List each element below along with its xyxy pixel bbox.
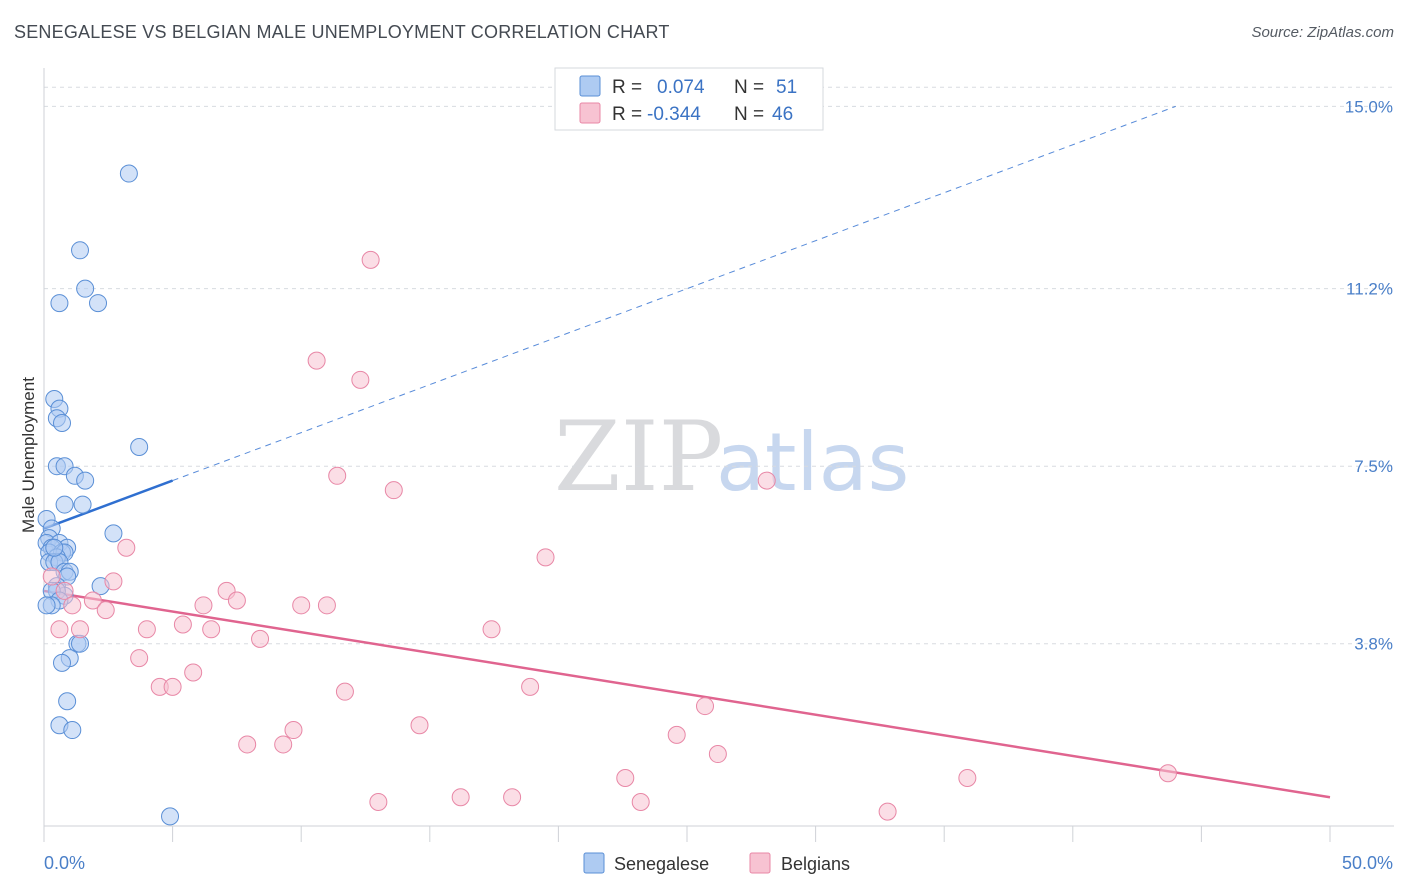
- point-belgians-9: [104, 572, 123, 591]
- point-senegalese-48: [63, 721, 82, 740]
- point-belgians-1: [307, 351, 326, 370]
- point-belgians-7: [536, 548, 555, 567]
- series-legend: Senegalese Belgians: [583, 852, 850, 874]
- point-belgians-2: [351, 370, 370, 389]
- point-belgians-10: [55, 581, 74, 600]
- point-belgians-5: [757, 471, 776, 490]
- chart-title: SENEGALESE VS BELGIAN MALE UNEMPLOYMENT …: [14, 22, 670, 42]
- point-belgians-0: [361, 250, 380, 269]
- x-tick-label-max: 50.0%: [1342, 853, 1393, 873]
- grid-lines: [44, 86, 1394, 645]
- y-tick-labels: 3.8% 7.5% 11.2% 15.0%: [1345, 97, 1393, 653]
- point-belgians-12: [83, 591, 102, 610]
- point-belgians-34: [284, 721, 303, 740]
- point-senegalese-1: [71, 241, 90, 260]
- point-belgians-30: [335, 682, 354, 701]
- point-belgians-46: [878, 802, 897, 821]
- point-senegalese-50: [161, 807, 180, 826]
- point-senegalese-9: [130, 438, 149, 456]
- point-senegalese-45: [53, 653, 72, 672]
- point-belgians-31: [521, 677, 540, 696]
- y-axis-label: Male Unemployment: [19, 377, 38, 533]
- legend-r-value-1: 0.074: [657, 77, 705, 98]
- legend-r-label-2: R =: [612, 104, 642, 125]
- y-tick-label-0: 3.8%: [1354, 635, 1393, 654]
- legend-n-label-2: N =: [734, 104, 764, 125]
- trend-senegalese-extrapolated: [172, 105, 1176, 482]
- point-belgians-41: [616, 769, 635, 788]
- point-senegalese-13: [76, 471, 95, 490]
- legend-n-label-1: N =: [734, 77, 764, 98]
- trend-senegalese: [43, 479, 174, 530]
- point-senegalese-14: [55, 495, 74, 514]
- point-belgians-3: [328, 466, 347, 485]
- point-senegalese-3: [76, 279, 95, 298]
- point-belgians-22: [50, 620, 69, 639]
- point-belgians-29: [163, 677, 182, 696]
- point-senegalese-15: [73, 495, 92, 514]
- point-belgians-17: [63, 596, 82, 615]
- point-belgians-36: [238, 735, 257, 754]
- legend-n-value-1: 51: [776, 77, 797, 98]
- trend-belgians: [43, 589, 1331, 799]
- y-tick-label-3: 15.0%: [1345, 97, 1393, 116]
- x-tick-label-min: 0.0%: [44, 853, 85, 873]
- axes: [43, 68, 1394, 842]
- point-belgians-38: [708, 745, 727, 764]
- point-senegalese-2: [50, 294, 69, 313]
- point-senegalese-49: [45, 538, 64, 557]
- point-belgians-40: [1158, 764, 1177, 783]
- legend-r-value-2: -0.344: [647, 104, 701, 125]
- watermark-atlas: atlas: [716, 416, 909, 509]
- point-belgians-45: [631, 793, 650, 812]
- trend-lines: [43, 105, 1331, 799]
- y-tick-label-2: 11.2%: [1346, 280, 1393, 299]
- point-belgians-13: [227, 591, 246, 610]
- point-belgians-15: [292, 596, 311, 615]
- point-belgians-35: [667, 725, 686, 744]
- legend-label-belgians: Belgians: [781, 854, 850, 874]
- legend-r-label-1: R =: [612, 77, 642, 98]
- point-senegalese-8: [53, 414, 72, 433]
- point-belgians-42: [451, 788, 470, 807]
- point-senegalese-41: [37, 596, 56, 615]
- legend-swatch-senegalese: [583, 852, 605, 874]
- point-belgians-20: [137, 620, 156, 639]
- point-belgians-16: [317, 596, 336, 615]
- point-belgians-26: [130, 649, 149, 668]
- point-belgians-14: [194, 596, 213, 615]
- series-belgians: [42, 250, 1177, 821]
- point-belgians-19: [173, 615, 192, 634]
- point-belgians-21: [202, 620, 221, 639]
- point-senegalese-0: [119, 164, 138, 183]
- legend-n-value-2: 46: [772, 104, 793, 125]
- point-belgians-25: [251, 629, 270, 648]
- point-belgians-33: [410, 716, 429, 735]
- watermark-zip: ZIP: [554, 401, 723, 513]
- point-belgians-43: [503, 788, 522, 807]
- point-belgians-32: [696, 697, 715, 716]
- legend-swatch-belgians: [749, 852, 771, 874]
- point-senegalese-4: [89, 294, 108, 313]
- point-belgians-23: [71, 620, 90, 639]
- correlation-legend: R = 0.074 N = 51 R = -0.344 N = 46: [554, 67, 824, 131]
- point-belgians-44: [369, 793, 388, 812]
- point-belgians-4: [384, 481, 403, 500]
- point-senegalese-46: [58, 692, 77, 711]
- y-tick-label-1: 7.5%: [1354, 457, 1393, 476]
- legend-swatch-pink: [579, 102, 601, 124]
- point-senegalese-19: [104, 524, 123, 543]
- point-belgians-8: [42, 567, 61, 586]
- source-credit: Source: ZipAtlas.com: [1251, 24, 1394, 41]
- point-belgians-6: [117, 538, 136, 557]
- point-belgians-27: [184, 663, 203, 682]
- legend-swatch-blue: [579, 75, 601, 97]
- series-senegalese: [37, 164, 180, 826]
- point-belgians-37: [274, 735, 293, 754]
- point-belgians-18: [96, 601, 115, 620]
- point-belgians-39: [958, 769, 977, 788]
- legend-label-senegalese: Senegalese: [614, 854, 709, 874]
- point-belgians-24: [482, 620, 501, 639]
